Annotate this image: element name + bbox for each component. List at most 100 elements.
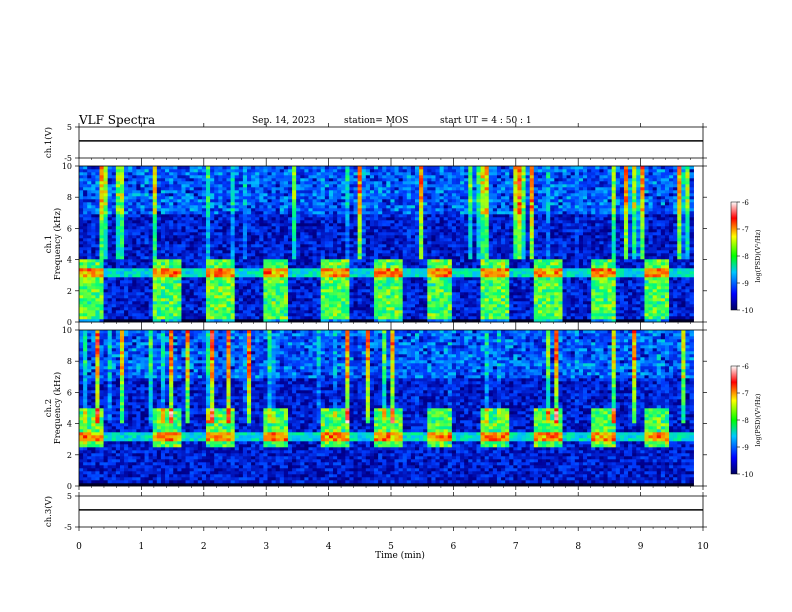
spectrogram-cell (242, 178, 248, 182)
spectrogram-cell (451, 214, 457, 218)
spectrogram-cell (111, 268, 117, 272)
spectrogram-cell (328, 169, 334, 173)
spectrogram-cell (308, 235, 313, 239)
spectrogram-cell (128, 241, 133, 245)
spectrogram-cell (124, 256, 129, 260)
spectrogram-cell (148, 283, 154, 287)
spectrogram-cell (111, 223, 117, 227)
spectrogram-cell (300, 214, 305, 218)
spectrogram-cell (394, 184, 399, 188)
spectrogram-cell (271, 226, 276, 230)
spectrogram-cell (398, 262, 404, 266)
spectrogram-cell (230, 250, 236, 254)
spectrogram-cell (279, 166, 285, 170)
spectrogram-cell (234, 241, 240, 245)
spectrogram-cell (283, 244, 289, 248)
spectrogram-cell (103, 265, 108, 269)
spectrogram-cell (214, 199, 219, 203)
spectrogram-cell (345, 301, 350, 305)
spectrogram-cell (214, 214, 219, 218)
spectrogram-cell (283, 313, 289, 317)
spectrogram-cell (156, 187, 162, 191)
spectrogram-cell (193, 286, 199, 290)
spectrogram-cell (365, 190, 371, 194)
spectrogram-cell (451, 313, 457, 317)
spectrogram-cell (374, 265, 379, 269)
spectrogram-cell (173, 301, 178, 305)
spectrogram-cell (251, 178, 256, 182)
spectrogram-cell (251, 220, 256, 224)
spectrogram-cell (464, 289, 469, 293)
spectrogram-cell (406, 235, 412, 239)
spectrogram-cell (394, 280, 399, 284)
spectrogram-cell (206, 313, 211, 317)
spectrogram-cell (91, 295, 96, 299)
spectrogram-cell (144, 301, 149, 305)
spectrogram-cell (255, 292, 260, 296)
spectrogram-cell (210, 175, 215, 179)
spectrogram-cell (103, 307, 108, 311)
spectrogram-cell (349, 220, 354, 224)
spectrogram-cell (128, 232, 133, 236)
spectrogram-cell (292, 172, 297, 176)
spectrogram-cell (292, 190, 297, 194)
spectrogram-cell (247, 313, 252, 317)
spectrogram-cell (242, 319, 248, 323)
spectrogram-cell (271, 187, 276, 191)
spectrogram-cell (382, 277, 387, 281)
spectrogram-cell (304, 169, 309, 173)
spectrogram-cell (251, 229, 256, 233)
spectrogram-cell (312, 298, 317, 302)
spectrogram-cell (415, 184, 420, 188)
spectrogram-cell (324, 241, 330, 245)
spectrogram-cell (99, 169, 104, 173)
spectrogram-cell (455, 184, 461, 188)
spectrogram-cell (173, 172, 178, 176)
spectrogram-cell (115, 226, 121, 230)
spectrogram-cell (353, 313, 358, 317)
spectrogram-cell (324, 256, 330, 260)
spectrogram-cell (177, 235, 182, 239)
spectrogram-cell (247, 238, 252, 242)
spectrogram-cell (304, 217, 309, 221)
spectrogram-cell (423, 202, 428, 206)
spectrogram-cell (271, 280, 276, 284)
spectrogram-cell (337, 283, 342, 287)
spectrogram-cell (185, 181, 190, 185)
spectrogram-cell (345, 169, 350, 173)
spectrogram-cell (87, 253, 92, 257)
spectrogram-cell (156, 316, 162, 320)
spectrogram-cell (345, 178, 350, 182)
spectrogram-cell (189, 178, 195, 182)
spectrogram-cell (427, 202, 432, 206)
spectrogram-cell (136, 295, 141, 299)
spectrogram-cell (333, 241, 338, 245)
spectrogram-cell (312, 307, 317, 311)
spectrogram-cell (156, 295, 162, 299)
spectrogram-cell (328, 316, 334, 320)
spectrogram-cell (128, 259, 133, 263)
spectrogram-cell (308, 238, 313, 242)
spectrogram-cell (234, 184, 240, 188)
spectrogram-cell (353, 172, 358, 176)
spectrogram-cell (451, 178, 457, 182)
spectrogram-cell (402, 304, 408, 308)
spectrogram-cell (464, 256, 469, 260)
spectrogram-cell (148, 286, 154, 290)
spectrogram-cell (460, 307, 465, 311)
spectrogram-cell (341, 220, 346, 224)
spectrogram-cell (165, 310, 170, 314)
spectrogram-cell (160, 196, 166, 200)
spectrogram-cell (394, 256, 399, 260)
spectrogram-cell (119, 307, 125, 311)
spectrogram-cell (287, 223, 293, 227)
spectrogram-cell (156, 298, 162, 302)
spectrogram-cell (328, 283, 334, 287)
spectrogram-cell (259, 217, 264, 221)
spectrogram-cell (91, 265, 96, 269)
spectrogram-cell (361, 259, 367, 263)
spectrogram-cell (312, 274, 317, 278)
spectrogram-cell (460, 229, 465, 233)
spectrogram-cell (247, 169, 252, 173)
spectrogram-cell (173, 277, 178, 281)
